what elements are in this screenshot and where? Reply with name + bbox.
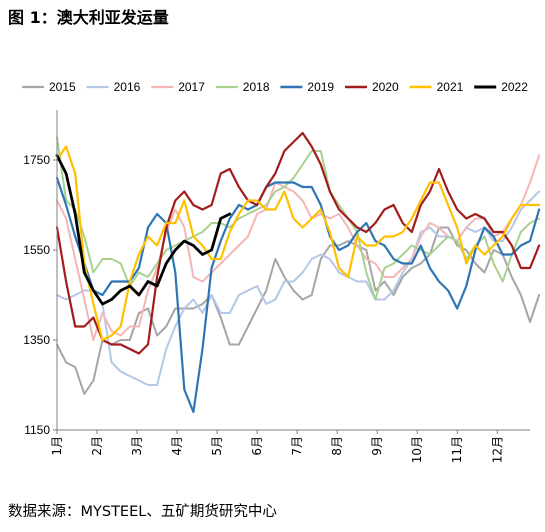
legend-label-2016: 2016	[114, 80, 141, 94]
chart-axes: 1150 1350 1550 1750 1月 2月 3月 4月 5月 6月 7月 8月 9月 10月 11月…	[23, 110, 530, 463]
x-tick-label: 3月	[130, 436, 144, 456]
x-tick-label: 4月	[170, 436, 184, 456]
legend-label-2015: 2015	[49, 80, 76, 94]
x-tick-label: 1月	[50, 436, 64, 456]
series-line-2019	[55, 176, 541, 414]
x-tick-label: 10月	[410, 436, 424, 463]
series-line-2018	[56, 136, 541, 301]
x-tick-label: 11月	[450, 436, 464, 463]
legend-label-2021: 2021	[437, 80, 464, 94]
figure-title: 图 1：澳大利亚发运量	[8, 8, 169, 27]
legend-label-2017: 2017	[178, 80, 205, 94]
y-tick-label: 1150	[24, 423, 50, 437]
series-line-2021	[55, 145, 541, 342]
source-note: 数据来源：MYSTEEL、五矿期货研究中心	[8, 504, 277, 520]
x-tick-label: 7月	[290, 436, 304, 456]
series-line-2022	[55, 154, 232, 306]
y-tick-label: 1550	[23, 243, 50, 257]
x-tick-label: 5月	[210, 436, 224, 456]
x-tick-label: 9月	[370, 436, 384, 456]
y-tick-label: 1750	[23, 153, 50, 167]
plot-area	[55, 131, 541, 414]
x-tick-label: 8月	[330, 436, 344, 456]
legend-label-2018: 2018	[243, 80, 270, 94]
legend-label-2022: 2022	[501, 80, 528, 94]
x-tick-label: 2月	[90, 436, 104, 456]
legend-label-2020: 2020	[372, 80, 399, 94]
series-line-2015	[56, 226, 541, 395]
x-tick-label: 6月	[250, 436, 264, 456]
series-line-2017	[56, 154, 541, 341]
y-tick-label: 1350	[23, 333, 50, 347]
legend-label-2019: 2019	[307, 80, 334, 94]
series-line-2020	[55, 131, 541, 355]
chart-legend: 2015 2016 2017 2018 2019 2020 2021 2022	[22, 80, 528, 94]
x-tick-label: 12月	[490, 436, 504, 463]
